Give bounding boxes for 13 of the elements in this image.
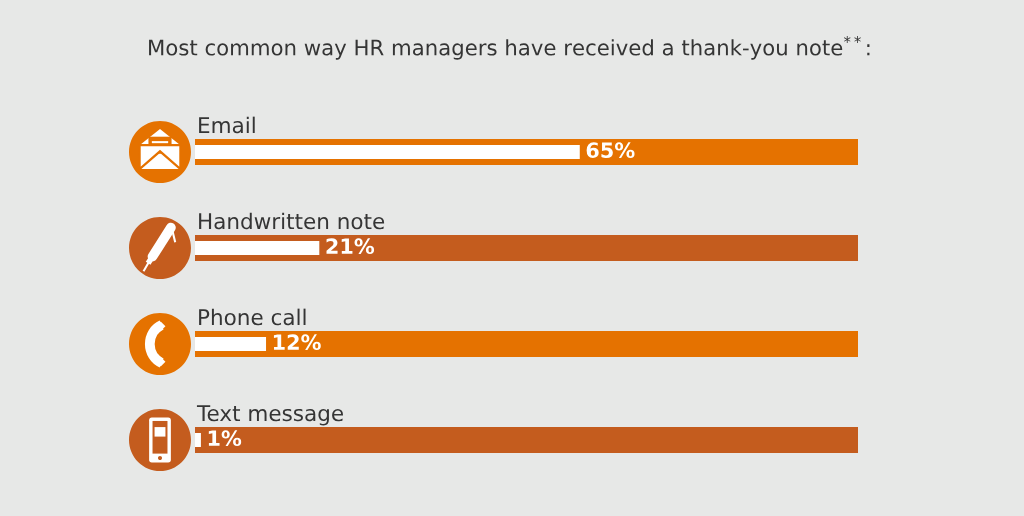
data-label: 65% bbox=[586, 142, 635, 159]
data-label: 1% bbox=[208, 430, 242, 447]
y-tick-label: Phone call bbox=[199, 308, 306, 326]
chart-title: Most common way HR managers have received a thank-you note$^{**}$: bbox=[149, 36, 870, 60]
data-label: 12% bbox=[273, 334, 321, 351]
bar bbox=[195, 241, 320, 255]
y-tick-label: Email bbox=[199, 116, 255, 134]
bar bbox=[195, 145, 580, 159]
bar bbox=[195, 433, 201, 447]
y-tick-label: Text message bbox=[196, 405, 343, 426]
y-tick-label: Handwritten note bbox=[199, 212, 385, 230]
data-label: 21% bbox=[326, 238, 375, 255]
bar bbox=[195, 337, 267, 351]
